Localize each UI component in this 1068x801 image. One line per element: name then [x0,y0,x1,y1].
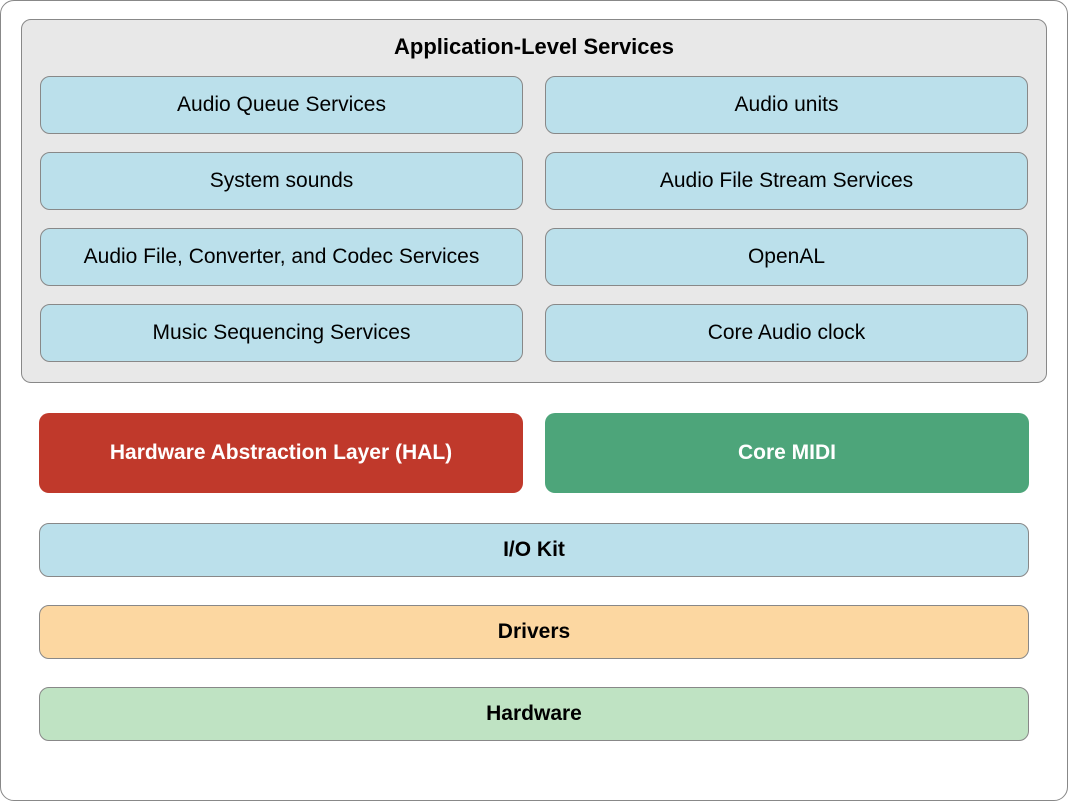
core-midi-box: Core MIDI [545,413,1029,493]
app-level-title: Application-Level Services [40,34,1028,60]
service-system-sounds: System sounds [40,152,523,210]
service-core-audio-clock: Core Audio clock [545,304,1028,362]
service-audio-file-stream: Audio File Stream Services [545,152,1028,210]
drivers-box: Drivers [39,605,1029,659]
service-openal: OpenAL [545,228,1028,286]
stack-layers: I/O Kit Drivers Hardware [21,523,1047,741]
io-kit-box: I/O Kit [39,523,1029,577]
architecture-diagram: Application-Level Services Audio Queue S… [0,0,1068,801]
app-level-services-group: Application-Level Services Audio Queue S… [21,19,1047,383]
service-audio-units: Audio units [545,76,1028,134]
app-level-grid: Audio Queue Services Audio units System … [40,76,1028,362]
service-audio-file-converter-codec: Audio File, Converter, and Codec Service… [40,228,523,286]
service-music-sequencing: Music Sequencing Services [40,304,523,362]
hal-box: Hardware Abstraction Layer (HAL) [39,413,523,493]
service-audio-queue: Audio Queue Services [40,76,523,134]
hardware-box: Hardware [39,687,1029,741]
middle-layer-row: Hardware Abstraction Layer (HAL) Core MI… [21,413,1047,493]
